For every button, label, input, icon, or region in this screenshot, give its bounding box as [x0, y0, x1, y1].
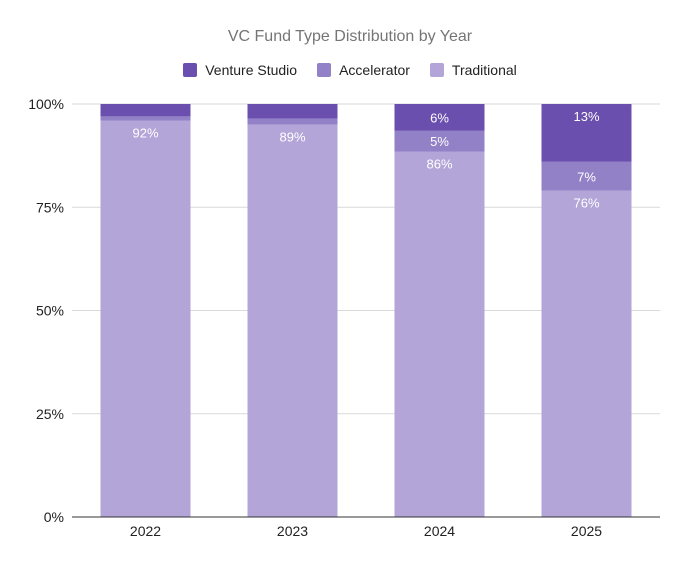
- bar-segment-venture-studio: [100, 104, 191, 117]
- legend-item-traditional: Traditional: [429, 62, 517, 78]
- x-tick-label: 2024: [424, 523, 455, 539]
- legend-item-accelerator: Accelerator: [317, 62, 410, 78]
- legend-item-venture-studio: Venture Studio: [183, 62, 297, 78]
- legend-swatch-venture-studio: [183, 63, 198, 77]
- y-tick-label: 100%: [28, 96, 64, 112]
- bar-segment-accelerator: [247, 118, 338, 125]
- bar-segment-venture-studio: [541, 104, 632, 162]
- legend: Venture Studio Accelerator Traditional: [0, 62, 700, 78]
- legend-swatch-accelerator: [317, 63, 332, 77]
- legend-label-venture-studio: Venture Studio: [205, 62, 298, 78]
- bar-segment-venture-studio: [394, 104, 485, 131]
- data-label: 7%: [577, 169, 596, 184]
- data-label: 92%: [132, 126, 158, 141]
- x-tick-label: 2025: [571, 523, 602, 539]
- data-label: 5%: [430, 134, 449, 149]
- bar-segment-traditional: [394, 151, 485, 517]
- data-label: 6%: [430, 110, 449, 125]
- data-label: 76%: [573, 196, 599, 211]
- bar-segment-accelerator: [100, 116, 191, 121]
- legend-swatch-traditional: [429, 63, 444, 77]
- chart-title: VC Fund Type Distribution by Year: [227, 28, 473, 45]
- bar-segment-accelerator: [541, 161, 632, 191]
- data-label: 13%: [573, 109, 599, 124]
- bar-segment-accelerator: [394, 130, 485, 152]
- y-tick-label: 75%: [36, 199, 64, 215]
- bar-segment-venture-studio: [247, 104, 338, 119]
- y-tick-label: 25%: [36, 406, 64, 422]
- legend-label-accelerator: Accelerator: [339, 62, 410, 78]
- legend-label-traditional: Traditional: [451, 62, 517, 78]
- bar-segment-traditional: [247, 124, 338, 518]
- data-label: 89%: [279, 130, 305, 145]
- y-tick-label: 0%: [44, 509, 64, 525]
- x-tick-label: 2022: [130, 523, 161, 539]
- bar-segment-traditional: [100, 120, 191, 518]
- data-label: 86%: [426, 156, 452, 171]
- y-tick-label: 50%: [36, 303, 64, 319]
- x-tick-label: 2023: [277, 523, 308, 539]
- bar-segment-traditional: [541, 190, 632, 518]
